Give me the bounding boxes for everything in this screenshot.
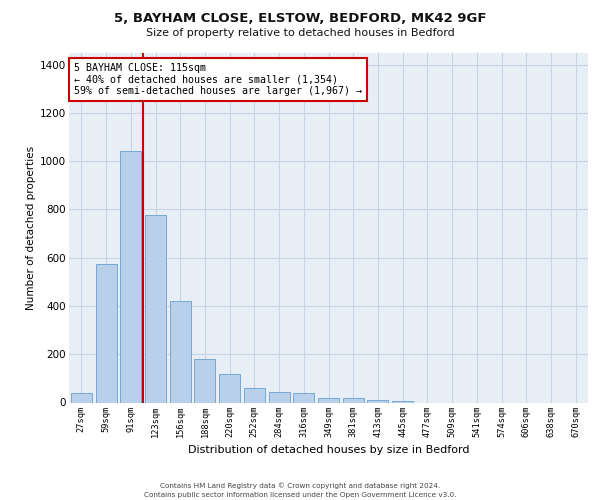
X-axis label: Distribution of detached houses by size in Bedford: Distribution of detached houses by size …	[188, 445, 469, 455]
Bar	[367, 400, 388, 402]
Bar	[170, 301, 191, 402]
Bar	[145, 216, 166, 402]
Text: Contains HM Land Registry data © Crown copyright and database right 2024.
Contai: Contains HM Land Registry data © Crown c…	[144, 482, 456, 498]
Bar	[95, 264, 116, 402]
Y-axis label: Number of detached properties: Number of detached properties	[26, 146, 36, 310]
Bar	[343, 398, 364, 402]
Bar	[194, 359, 215, 403]
Bar	[219, 374, 240, 402]
Bar	[120, 152, 141, 402]
Bar	[392, 400, 413, 402]
Bar	[318, 398, 339, 402]
Bar	[244, 388, 265, 402]
Bar	[293, 393, 314, 402]
Text: 5 BAYHAM CLOSE: 115sqm
← 40% of detached houses are smaller (1,354)
59% of semi-: 5 BAYHAM CLOSE: 115sqm ← 40% of detached…	[74, 63, 362, 96]
Bar	[269, 392, 290, 402]
Bar	[71, 393, 92, 402]
Text: Size of property relative to detached houses in Bedford: Size of property relative to detached ho…	[146, 28, 454, 38]
Text: 5, BAYHAM CLOSE, ELSTOW, BEDFORD, MK42 9GF: 5, BAYHAM CLOSE, ELSTOW, BEDFORD, MK42 9…	[114, 12, 486, 26]
